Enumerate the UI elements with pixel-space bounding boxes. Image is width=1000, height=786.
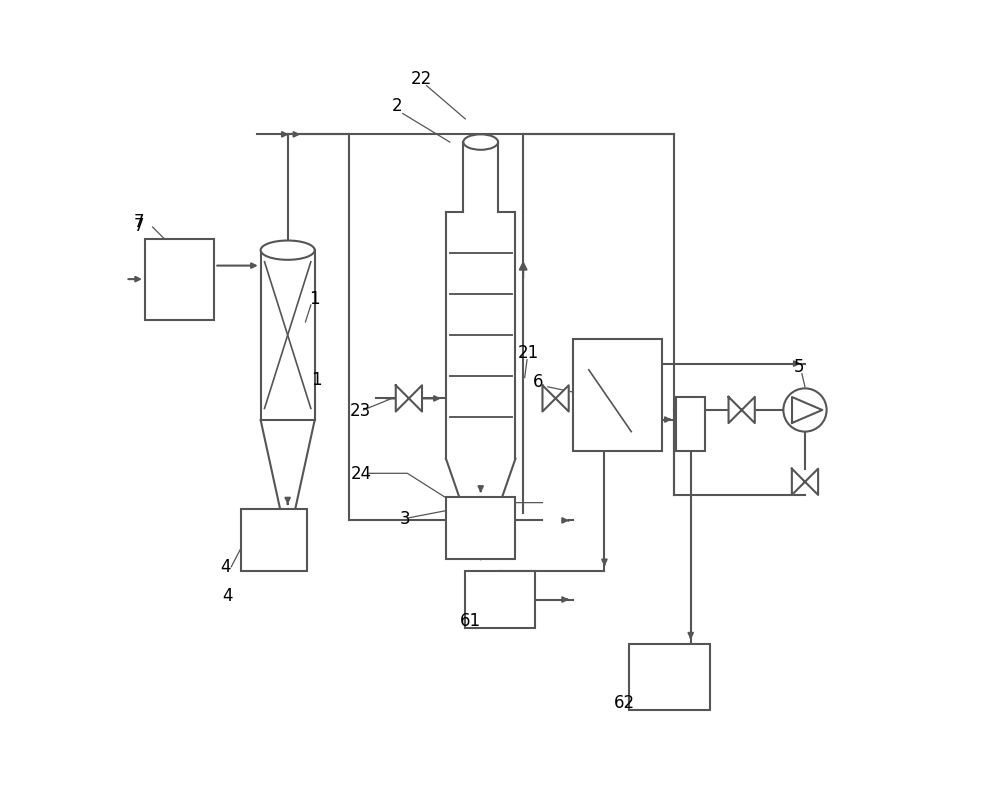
- Text: 4: 4: [220, 558, 231, 576]
- Text: 3: 3: [400, 510, 410, 528]
- Bar: [629, 644, 710, 710]
- Bar: [676, 397, 705, 451]
- Text: 7: 7: [133, 213, 144, 231]
- Text: 5: 5: [793, 358, 804, 376]
- Text: 1: 1: [311, 371, 321, 389]
- Circle shape: [783, 388, 827, 432]
- Text: 1: 1: [309, 290, 320, 308]
- Bar: [465, 571, 535, 629]
- Polygon shape: [792, 468, 818, 495]
- Text: 61: 61: [460, 612, 481, 630]
- Text: 23: 23: [349, 402, 371, 421]
- Text: 62: 62: [614, 694, 635, 712]
- Ellipse shape: [261, 241, 315, 260]
- Bar: [145, 239, 214, 320]
- Text: 22: 22: [411, 70, 432, 88]
- Bar: [573, 339, 662, 451]
- Text: 7: 7: [133, 217, 144, 235]
- Text: 24: 24: [351, 465, 372, 483]
- Polygon shape: [396, 385, 422, 412]
- Text: 21: 21: [518, 344, 539, 362]
- Text: 4: 4: [222, 587, 233, 605]
- Bar: [446, 498, 515, 559]
- Polygon shape: [542, 385, 569, 412]
- Bar: [241, 509, 307, 571]
- Text: 6: 6: [533, 373, 544, 391]
- Text: 2: 2: [392, 97, 403, 116]
- Ellipse shape: [463, 134, 498, 150]
- Polygon shape: [729, 397, 755, 423]
